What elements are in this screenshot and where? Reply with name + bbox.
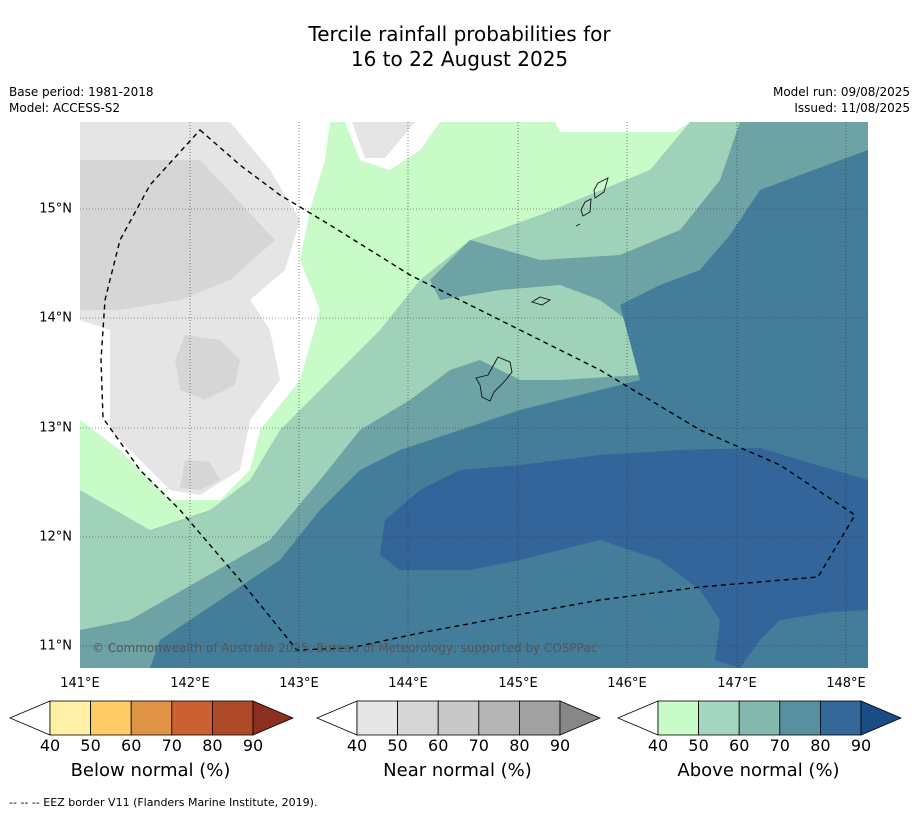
colorbar-below-bin-0 xyxy=(49,700,91,736)
islands xyxy=(475,177,609,402)
colorbar-above xyxy=(617,700,902,736)
eez-border xyxy=(100,129,856,651)
probability-contours xyxy=(80,122,868,668)
colorbar-below-bin-3 xyxy=(171,700,213,736)
colorbar-tick-label: 70 xyxy=(468,736,489,755)
lon-tick-146: 146°E xyxy=(607,676,647,691)
contour-above-80 xyxy=(380,448,868,668)
title-line-2: 16 to 22 August 2025 xyxy=(350,47,569,71)
eez-footnote: -- -- -- EEZ border V11 (Flanders Marine… xyxy=(9,796,318,809)
island-aguijan xyxy=(575,223,581,227)
lat-tick-11: 11°N xyxy=(39,638,72,654)
colorbar-tick-label: 60 xyxy=(121,736,142,755)
lon-tick-148: 148°E xyxy=(826,676,866,691)
lon-tick-143: 143°E xyxy=(279,676,319,691)
lat-tick-14: 14°N xyxy=(39,310,72,326)
colorbar-near xyxy=(316,700,601,736)
contour-near-50b xyxy=(352,122,415,158)
colorbar-above-low-extend xyxy=(617,700,659,736)
island-tinian xyxy=(580,198,592,217)
lon-tick-141: 141°E xyxy=(60,676,100,691)
colorbar-above-bin-4 xyxy=(819,700,862,736)
chart-title: Tercile rainfall probabilities for 16 to… xyxy=(0,22,919,72)
contour-near-40c xyxy=(555,122,690,132)
meta-left: Base period: 1981-2018 Model: ACCESS-S2 xyxy=(9,84,154,116)
lat-tick-12: 12°N xyxy=(39,529,72,545)
colorbar-near-bin-2 xyxy=(437,700,480,736)
colorbar-tick-label: 60 xyxy=(729,736,750,755)
colorbar-above-bin-0 xyxy=(657,700,699,736)
colorbar-below-low-extend xyxy=(9,700,51,736)
colorbar-above-high-extend xyxy=(860,700,902,736)
meta-right: Model run: 09/08/2025 Issued: 11/08/2025 xyxy=(773,84,910,116)
lon-tick-147: 147°E xyxy=(717,676,757,691)
colorbar-tick-label: 40 xyxy=(39,736,61,755)
colorbar-below-bin-2 xyxy=(130,700,173,736)
colorbar-above-bin-2 xyxy=(738,700,781,736)
title-line-1: Tercile rainfall probabilities for xyxy=(308,22,611,46)
colorbar-tick-label: 80 xyxy=(202,736,223,755)
colorbar-below xyxy=(9,700,294,736)
rainfall-probability-map xyxy=(80,122,868,668)
colorbar-near-high-extend xyxy=(559,700,601,736)
colorbar-near-bin-4 xyxy=(518,700,561,736)
copyright-notice: © Commonwealth of Australia 2025, Bureau… xyxy=(92,641,598,655)
contour-near-60a xyxy=(80,160,275,310)
lon-tick-142: 142°E xyxy=(170,676,210,691)
colorbar-near-bin-0 xyxy=(356,700,398,736)
colorbar-tick-label: 50 xyxy=(387,736,408,755)
colorbar-near-title: Near normal (%) xyxy=(383,760,532,781)
colorbar-tick-label: 40 xyxy=(346,736,368,755)
base-period-label: Base period: 1981-2018 xyxy=(9,85,154,99)
graticule xyxy=(80,122,868,668)
colorbar-tick-label: 70 xyxy=(161,736,182,755)
colorbar-tick-label: 50 xyxy=(688,736,709,755)
colorbar-tick-label: 40 xyxy=(647,736,669,755)
colorbar-below-bin-1 xyxy=(90,700,132,736)
colorbar-near-bin-3 xyxy=(478,700,520,736)
lon-tick-145: 145°E xyxy=(498,676,538,691)
colorbar-tick-label: 80 xyxy=(509,736,530,755)
colorbar-below-high-extend xyxy=(252,700,294,736)
island-guam xyxy=(475,356,513,402)
colorbar-above-bin-1 xyxy=(698,700,740,736)
lat-tick-13: 13°N xyxy=(39,420,72,436)
island-rota xyxy=(530,296,552,306)
colorbar-tick-label: 80 xyxy=(810,736,831,755)
colorbar-below-bin-4 xyxy=(211,700,254,736)
colorbar-tick-label: 60 xyxy=(428,736,449,755)
lon-tick-144: 144°E xyxy=(388,676,428,691)
model-run-label: Model run: 09/08/2025 xyxy=(772,85,910,99)
colorbar-tick-label: 90 xyxy=(850,736,872,755)
lat-tick-15: 15°N xyxy=(39,201,72,217)
colorbar-tick-label: 50 xyxy=(80,736,101,755)
colorbar-near-low-extend xyxy=(316,700,358,736)
colorbar-tick-label: 90 xyxy=(549,736,571,755)
colorbar-above-bin-3 xyxy=(779,700,821,736)
colorbar-above-title: Above normal (%) xyxy=(677,760,840,781)
colorbar-near-bin-1 xyxy=(397,700,439,736)
colorbar-below-title: Below normal (%) xyxy=(70,760,231,781)
contour-near-60b xyxy=(175,335,240,400)
colorbar-tick-label: 70 xyxy=(769,736,790,755)
issued-label: Issued: 11/08/2025 xyxy=(794,101,910,115)
island-saipan xyxy=(593,177,609,199)
model-label: Model: ACCESS-S2 xyxy=(9,101,121,115)
colorbar-tick-label: 90 xyxy=(242,736,264,755)
